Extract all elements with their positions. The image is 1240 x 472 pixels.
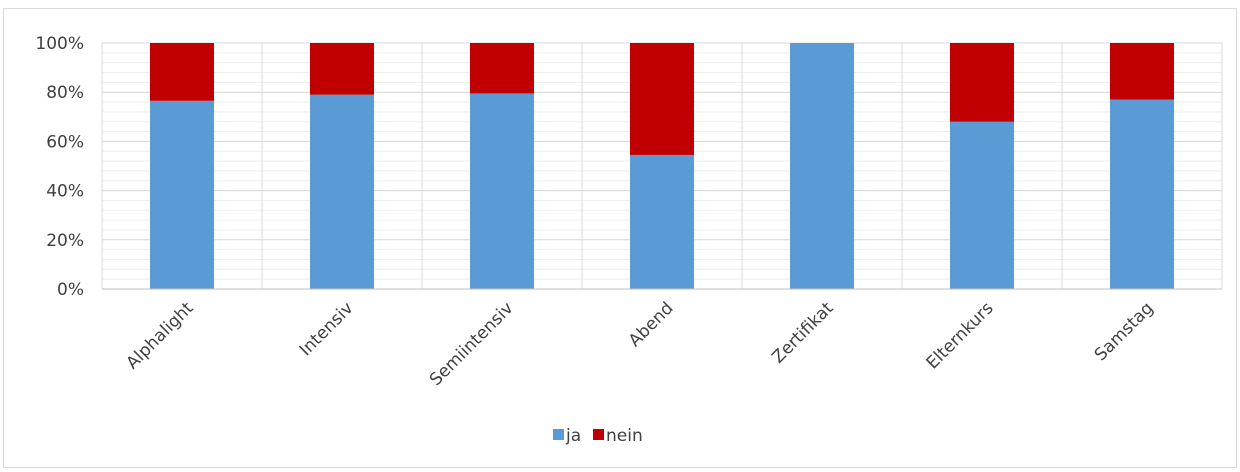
stacked-bar-chart: 0% 20% 40% 60% 80% 100% Alphalight Intensiv Sem… (35, 34, 1223, 446)
legend-label-nein: nein (606, 426, 643, 446)
y-tick-label: 100% (35, 34, 84, 54)
legend-swatch-ja (553, 429, 564, 440)
x-tick-label: Semiintensiv (426, 298, 518, 390)
bar-ja-semiintensiv (470, 93, 534, 290)
bar-nein-semiintensiv (470, 43, 534, 94)
legend-label-ja: ja (565, 426, 581, 446)
y-tick-label: 20% (46, 231, 84, 251)
bar-series (150, 43, 1174, 290)
bar-ja-zertifikat (790, 43, 854, 289)
bar-ja-alphalight (150, 100, 214, 289)
x-tick-label: Abend (625, 298, 678, 351)
bar-ja-intensiv (310, 94, 374, 289)
x-tick-label: Elternkurs (923, 298, 998, 373)
bar-nein-intensiv (310, 43, 374, 95)
bar-ja-samstag (1110, 99, 1174, 289)
x-tick-label: Alphalight (123, 298, 198, 373)
bar-nein-samstag (1110, 43, 1174, 100)
x-tick-label: Intensiv (296, 298, 358, 360)
legend: ja nein (553, 426, 643, 446)
x-axis-tick-labels: Alphalight Intensiv Semiintensiv Abend Zerti… (123, 298, 1158, 390)
bar-ja-elternkurs (950, 121, 1014, 289)
y-tick-label: 60% (46, 132, 84, 152)
x-tick-label: Samstag (1091, 298, 1158, 365)
y-axis-tick-labels: 0% 20% 40% 60% 80% 100% (35, 34, 84, 300)
legend-swatch-nein (593, 429, 604, 440)
y-tick-label: 80% (46, 83, 84, 103)
chart-area: 0% 20% 40% 60% 80% 100% Alphalight Intensiv Sem… (3, 8, 1237, 468)
bar-nein-abend (630, 43, 694, 155)
y-tick-label: 0% (57, 280, 84, 300)
bar-ja-abend (630, 154, 694, 289)
bar-nein-alphalight (150, 43, 214, 101)
bar-nein-elternkurs (950, 43, 1014, 122)
x-tick-label: Zertifikat (768, 298, 837, 367)
y-tick-label: 40% (46, 182, 84, 202)
